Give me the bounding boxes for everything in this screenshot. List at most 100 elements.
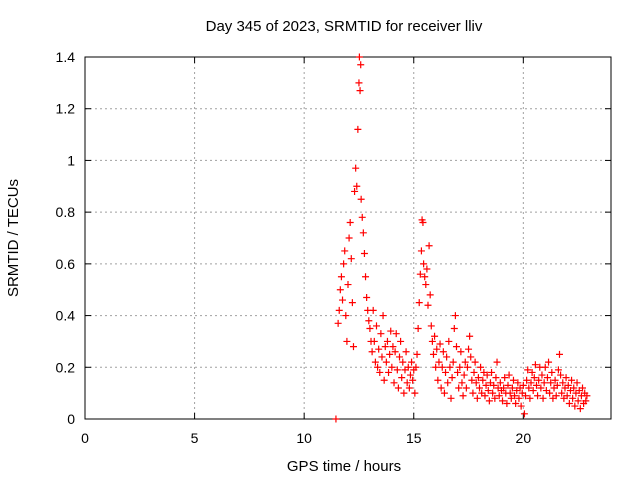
data-point	[371, 358, 379, 366]
data-point	[524, 366, 532, 374]
data-point	[442, 368, 450, 376]
data-point	[380, 376, 388, 384]
data-point	[505, 371, 513, 379]
data-point	[534, 392, 542, 400]
data-point	[354, 125, 362, 133]
y-tick-label: 0.2	[56, 359, 76, 375]
data-point	[526, 394, 534, 402]
data-point	[391, 348, 399, 356]
data-point	[545, 358, 553, 366]
data-point	[409, 376, 417, 384]
data-point	[365, 317, 373, 325]
data-point	[353, 182, 361, 190]
plot-frame	[84, 56, 612, 420]
y-tick-label: 0.6	[56, 256, 76, 272]
data-point	[342, 312, 350, 320]
data-point	[437, 384, 445, 392]
data-point	[496, 379, 504, 387]
data-point	[527, 379, 535, 387]
data-point	[402, 348, 410, 356]
data-point	[427, 322, 435, 330]
data-point	[570, 384, 578, 392]
data-point	[438, 363, 446, 371]
x-tick-label: 0	[81, 430, 89, 446]
data-point	[425, 242, 433, 250]
data-point	[468, 376, 476, 384]
data-point	[583, 392, 591, 400]
data-point	[421, 273, 429, 281]
data-point	[341, 247, 349, 255]
data-point	[574, 397, 582, 405]
data-point	[465, 345, 473, 353]
data-point	[491, 394, 499, 402]
data-point	[548, 368, 556, 376]
data-point	[454, 368, 462, 376]
data-point	[351, 187, 359, 195]
data-point	[332, 415, 340, 423]
data-point	[511, 392, 519, 400]
data-point	[400, 389, 408, 397]
data-point	[392, 330, 400, 338]
data-point	[390, 379, 398, 387]
data-point	[334, 319, 342, 327]
data-point	[490, 381, 498, 389]
data-point	[362, 273, 370, 281]
data-point	[348, 299, 356, 307]
data-point	[369, 306, 377, 314]
data-point	[428, 337, 436, 345]
axis-ticks: 0 5 10 15 20 0 0.2 0.4 0.6 0.8 1 1.2 1.4	[56, 49, 611, 446]
data-point	[406, 371, 414, 379]
data-point	[552, 392, 560, 400]
data-point	[531, 361, 539, 369]
data-point	[368, 348, 376, 356]
data-point	[568, 376, 576, 384]
data-point	[558, 389, 566, 397]
data-point	[336, 286, 344, 294]
data-point	[426, 291, 434, 299]
data-point	[523, 376, 531, 384]
y-tick-label: 1	[67, 152, 75, 168]
data-point	[358, 213, 366, 221]
data-point	[377, 330, 385, 338]
data-point	[397, 337, 405, 345]
data-point	[517, 402, 525, 410]
data-point	[379, 312, 387, 320]
x-tick-label: 15	[406, 430, 422, 446]
data-point	[388, 363, 396, 371]
data-point	[562, 374, 570, 382]
data-point	[447, 394, 455, 402]
data-point	[419, 218, 427, 226]
data-point	[515, 394, 523, 402]
data-point	[431, 332, 439, 340]
data-point	[483, 371, 491, 379]
data-point	[451, 312, 459, 320]
data-point	[347, 255, 355, 263]
data-point	[499, 397, 507, 405]
data-point	[343, 337, 351, 345]
data-point	[522, 392, 530, 400]
data-point	[537, 384, 545, 392]
data-point	[485, 397, 493, 405]
data-point	[398, 374, 406, 382]
data-point	[416, 270, 424, 278]
data-point	[449, 358, 457, 366]
data-point	[514, 379, 522, 387]
data-point	[413, 350, 421, 358]
data-point	[488, 368, 496, 376]
data-point	[429, 350, 437, 358]
data-point	[554, 366, 562, 374]
data-point	[473, 394, 481, 402]
y-tick-label: 0	[67, 411, 75, 427]
data-point	[405, 384, 413, 392]
data-point	[345, 234, 353, 242]
data-point	[440, 389, 448, 397]
data-point	[564, 381, 572, 389]
data-point	[579, 384, 587, 392]
data-point	[349, 343, 357, 351]
data-point	[466, 332, 474, 340]
y-tick-label: 1.4	[56, 49, 76, 65]
data-point	[493, 358, 501, 366]
data-point	[458, 379, 466, 387]
data-point	[500, 384, 508, 392]
data-point	[492, 374, 500, 382]
